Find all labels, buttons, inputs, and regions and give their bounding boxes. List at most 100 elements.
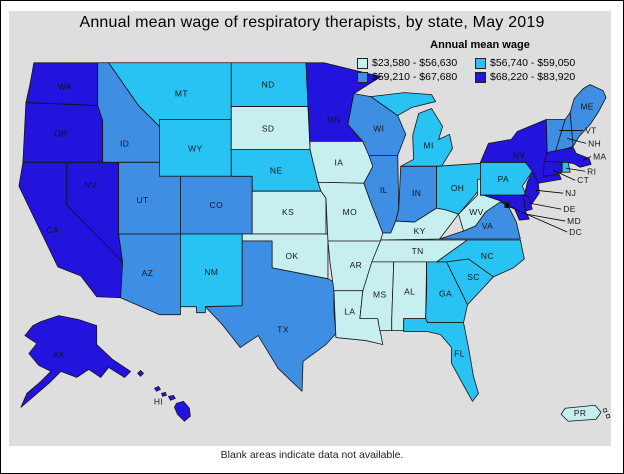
state-label-nv: NV [84,180,97,190]
legend-swatch-bucket-3 [475,71,486,83]
state-label-nh: NH [588,138,601,148]
state-hi [167,394,176,401]
state-label-wa: WA [58,82,72,92]
state-label-hi: HI [154,396,163,406]
callout-line-ct [553,169,576,181]
state-label-nj: NJ [565,188,576,198]
state-label-wy: WY [188,143,202,153]
state-label-ri: RI [587,166,596,176]
state-ri [561,161,571,173]
page-title: Annual mean wage of respiratory therapis… [79,14,545,31]
legend-swatch-bucket-0 [357,57,368,69]
state-label-ak: AK [53,349,65,359]
state-label-ok: OK [286,251,299,261]
state-md [480,194,530,221]
state-label-sc: SC [467,272,480,282]
state-hi [153,385,161,392]
callout-line-de [529,202,562,210]
legend-range-label: $56,740 - $59,050 [490,57,576,69]
state-mi-up [370,92,437,116]
callout-line-nh [567,138,587,144]
legend-swatch-bucket-2 [357,71,368,83]
state-label-ia: IA [335,157,344,167]
state-label-pa: PA [498,174,509,184]
state-pr [560,404,602,422]
state-label-ct: CT [577,175,589,185]
state-label-ny: NY [513,150,526,160]
state-label-mt: MT [175,89,188,99]
state-label-fl: FL [454,348,465,358]
state-label-wi: WI [373,123,384,133]
callout-labels-layer: VT NH MA RI CT NJ DE MD DC [510,125,606,237]
state-label-in: IN [412,188,421,198]
state-label-tn: TN [412,246,424,256]
state-label-nd: ND [262,80,275,90]
legend-grid: $23,580 - $56,630 $56,740 - $59,050 $59,… [357,57,603,83]
state-ky [380,207,459,241]
state-label-md: MD [567,216,581,226]
state-label-me: ME [580,102,593,112]
state-label-az: AZ [142,268,154,278]
callout-line-dc [510,206,568,233]
state-label-ar: AR [350,260,363,270]
state-label-ms: MS [373,290,386,300]
legend-item: $23,580 - $56,630 [357,57,475,69]
state-label-de: DE [563,204,576,214]
state-label-va: VA [482,221,493,231]
state-hi [174,400,191,422]
state-label-ut: UT [137,195,149,205]
state-label-mn: MN [327,114,341,124]
state-hi [137,369,145,377]
pr-islet [605,413,611,419]
legend-range-label: $59,210 - $67,680 [372,71,458,83]
legend-item: $56,740 - $59,050 [475,57,603,69]
pr-islet [602,407,608,413]
legend-item: $59,210 - $67,680 [357,71,475,83]
state-label-al: AL [404,287,415,297]
state-label-il: IL [380,185,388,195]
footnote: Blank areas indicate data not available. [220,449,404,461]
states-layer [18,62,611,422]
state-label-mi: MI [424,140,434,150]
state-label-vt: VT [585,125,597,135]
state-label-ne: NE [270,165,283,175]
state-labels-layer: WA OR CA NV ID MT WY UT CO AZ NM ND SD N… [47,80,594,419]
state-label-mo: MO [343,207,357,217]
state-label-or: OR [54,128,67,138]
state-label-nm: NM [204,267,218,277]
state-label-tx: TX [277,325,289,335]
legend-swatch-bucket-1 [475,57,486,69]
state-label-nc: NC [481,251,494,261]
callout-line-nj [535,189,564,194]
state-label-sd: SD [262,123,275,133]
state-nc [436,239,525,278]
state-label-ca: CA [47,225,60,235]
state-fl [403,318,479,402]
callout-line-ma [582,155,592,161]
state-label-la: LA [344,307,355,317]
legend-title: Annual mean wage [430,39,530,51]
state-label-id: ID [120,138,129,148]
state-label-co: CO [210,200,224,210]
state-label-ma: MA [593,151,606,161]
state-label-dc: DC [569,227,582,237]
legend-range-label: $23,580 - $56,630 [372,57,458,69]
state-tx [204,240,337,392]
state-label-ga: GA [439,289,452,299]
state-ak [20,315,131,408]
legend-item: $68,220 - $83,920 [475,71,603,83]
state-label-oh: OH [451,183,464,193]
legend-range-label: $68,220 - $83,920 [490,71,576,83]
state-label-pr: PR [574,408,587,418]
state-ks [251,190,327,235]
legend: Annual mean wage $23,580 - $56,630 $56,7… [357,39,603,83]
state-label-wv: WV [469,207,483,217]
state-label-ks: KS [282,207,294,217]
dc-dot [505,203,510,207]
state-hi [161,391,167,397]
state-me [569,84,607,147]
callout-line-md [526,213,566,222]
callout-line-ri [566,167,586,172]
state-label-ky: KY [414,226,426,236]
